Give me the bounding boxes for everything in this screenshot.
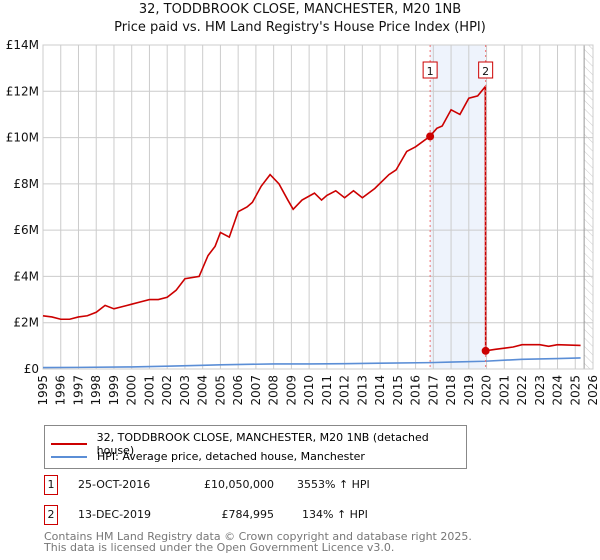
x-tick-label: 2026 [586, 375, 600, 406]
legend-item-hpi: HPI: Average price, detached house, Manc… [51, 450, 365, 463]
y-tick-label: £12M [6, 84, 39, 98]
x-tick-label: 2005 [213, 375, 227, 406]
legend-swatch-blue [51, 455, 87, 458]
x-tick-label: 2002 [160, 375, 174, 406]
x-tick-label: 2019 [462, 375, 476, 406]
annotation-label: 1 [427, 65, 434, 78]
annotation-box [478, 61, 494, 79]
y-tick-label: £10M [6, 131, 39, 145]
chart-subtitle: Price paid vs. HM Land Registry's House … [114, 20, 486, 35]
footer-line: Contains HM Land Registry data © Crown c… [44, 530, 472, 543]
annotation-label: 2 [482, 65, 489, 78]
x-tick-label: 1996 [54, 375, 68, 406]
transaction-price: £784,995 [221, 508, 275, 521]
plot-frame [42, 44, 594, 370]
x-tick-label: 2001 [142, 375, 156, 406]
x-tick-label: 2014 [373, 375, 387, 406]
footer: Contains HM Land Registry data © Crown c… [44, 531, 472, 553]
x-tick-label: 1995 [36, 375, 50, 406]
x-tick-label: 2025 [568, 375, 582, 406]
x-tick-label: 2023 [533, 375, 547, 406]
x-tick-label: 2021 [497, 375, 511, 406]
x-tick-label: 2017 [426, 375, 440, 406]
chart-title: 32, TODDBROOK CLOSE, MANCHESTER, M20 1NB [138, 2, 462, 17]
x-tick-label: 2008 [267, 375, 281, 406]
legend: 32, TODDBROOK CLOSE, MANCHESTER, M20 1NB… [44, 425, 467, 469]
x-tick-label: 2022 [515, 375, 529, 406]
annotation-box [422, 61, 438, 79]
x-tick-label: 2018 [444, 375, 458, 406]
property-price-line [42, 84, 581, 352]
x-tick-label: 2006 [231, 375, 245, 406]
legend-label: HPI: Average price, detached house, Manc… [97, 450, 365, 463]
transaction-row: 1 25-OCT-2016 £10,050,000 3553% ↑ HPI [44, 475, 444, 495]
x-tick-label: 2000 [125, 375, 139, 406]
transaction-badge: 1 [44, 475, 58, 495]
x-tick-label: 2016 [409, 375, 423, 406]
y-tick-label: £8M [13, 177, 39, 191]
forecast-hatch [584, 45, 593, 369]
x-tick-label: 2010 [302, 375, 316, 406]
transaction-date: 13-DEC-2019 [78, 508, 152, 521]
x-tick-label: 2011 [320, 375, 334, 406]
y-tick-label: £2M [13, 316, 39, 330]
x-tick-label: 2015 [391, 375, 405, 406]
x-tick-label: 2013 [355, 375, 369, 406]
sale-point [481, 346, 490, 355]
x-tick-label: 2004 [196, 375, 210, 406]
plot-area: 1 2 £0 £2M £4M £6M £8M £10M £12M £14M 1995 1996 1997… [6, 38, 600, 406]
x-tick-label: 2009 [284, 375, 298, 406]
transaction-price: £10,050,000 [204, 478, 274, 491]
y-tick-label: £0 [24, 362, 39, 376]
x-tick-label: 2020 [480, 375, 494, 406]
legend-label: 32, TODDBROOK CLOSE, MANCHESTER, M20 1NB… [96, 431, 429, 457]
transaction-row: 2 13-DEC-2019 £784,995 134% ↑ HPI [44, 505, 444, 525]
transaction-hpi: 3553% ↑ HPI [297, 478, 370, 491]
highlight-band [430, 45, 486, 369]
x-tick-label: 1997 [71, 375, 85, 406]
y-tick-label: £6M [13, 223, 39, 237]
x-tick-label: 2007 [249, 375, 263, 406]
y-tick-label: £4M [13, 269, 39, 283]
y-tick-label: £14M [6, 38, 39, 52]
sale-point [426, 132, 435, 141]
x-tick-label: 2012 [338, 375, 352, 406]
transaction-hpi: 134% ↑ HPI [302, 508, 368, 521]
x-tick-label: 1999 [107, 375, 121, 406]
transaction-badge: 2 [44, 505, 58, 525]
x-tick-label: 2024 [551, 375, 565, 406]
legend-swatch-red [51, 443, 87, 445]
legend-item-property: 32, TODDBROOK CLOSE, MANCHESTER, M20 1NB… [51, 431, 466, 457]
hpi-line [42, 357, 581, 369]
x-tick-label: 2003 [178, 375, 192, 406]
transaction-date: 25-OCT-2016 [78, 478, 151, 491]
footer-line: This data is licensed under the Open Gov… [44, 541, 395, 554]
x-tick-label: 1998 [89, 375, 103, 406]
